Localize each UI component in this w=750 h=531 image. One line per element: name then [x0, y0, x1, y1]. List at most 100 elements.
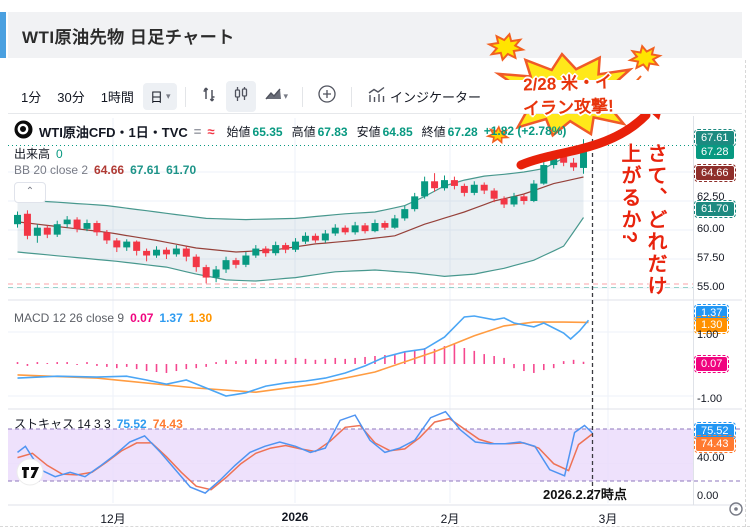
macd-label: MACD 12 26 close 9	[14, 311, 125, 325]
header-accent-bar	[0, 12, 6, 58]
candle-body	[272, 245, 280, 254]
candle-body	[361, 225, 369, 232]
candle-body	[73, 219, 81, 229]
scale-label-57.50: 57.50	[697, 252, 725, 264]
ohlc-values: 始値 65.35 高値 67.83 安値 64.85 終値 67.28	[227, 123, 478, 140]
ohlc-item: 終値 67.28	[421, 124, 478, 139]
candle-body	[182, 248, 190, 257]
candle-body	[262, 248, 270, 254]
candle-body	[480, 184, 488, 191]
chart-type-button[interactable]: ▾	[258, 81, 294, 112]
candle-body	[143, 250, 151, 256]
interval-button-1時間[interactable]: 1時間	[94, 83, 141, 110]
scale-label-1.30: 1.30	[693, 316, 730, 334]
axis-label-2026: 2026	[281, 510, 309, 524]
candle-body	[351, 225, 359, 233]
bollinger-middle	[17, 176, 584, 253]
candle-body	[301, 235, 309, 242]
legend-value: 1.30	[188, 311, 213, 325]
candle-body	[123, 241, 131, 248]
candle-body	[530, 183, 538, 201]
volume-legend[interactable]: 出来高 0	[14, 145, 63, 162]
candle-body	[331, 227, 339, 234]
scale-label-62.50: 62.50	[697, 191, 725, 203]
stoch-legend[interactable]: ストキャス 14 3 3 75.52 74.43	[14, 415, 183, 432]
candle-body	[172, 248, 180, 255]
symbol-name: WTI原油CFD・1日・TVC	[39, 124, 188, 140]
bb-legend[interactable]: BB 20 close 2 64.66 67.61 61.70	[14, 163, 196, 177]
candle-body	[133, 241, 141, 251]
legend-value: 67.61	[130, 163, 161, 177]
candle-body	[550, 156, 558, 166]
interval-button-1分[interactable]: 1分	[14, 83, 48, 110]
candle-body	[540, 165, 548, 184]
scale-label--1.00: -1.00	[697, 393, 723, 405]
burst-puff	[486, 32, 526, 62]
candle-body	[53, 224, 61, 235]
candle-body	[242, 255, 250, 265]
candle-body	[520, 196, 528, 201]
annotation-vertical-text: さて、どれだけ上がるか?	[618, 143, 666, 297]
candle-body	[63, 219, 71, 225]
add-button[interactable]	[311, 80, 343, 113]
candle-body	[311, 235, 319, 241]
plus-circle-icon	[317, 84, 337, 109]
widget-right-border	[745, 60, 746, 527]
candle-body	[470, 184, 478, 193]
scale-label-0.07: 0.07	[693, 355, 730, 373]
volume-label: 出来高	[14, 147, 51, 161]
interval-button-30分[interactable]: 30分	[50, 83, 91, 110]
candle-body	[93, 223, 101, 233]
scale-label-64.66: 64.66	[694, 164, 736, 182]
indicators-button[interactable]: インジケーター	[360, 82, 488, 111]
burst-puff	[485, 125, 511, 145]
candle-body	[321, 233, 329, 241]
candle-body	[411, 196, 419, 210]
symbol-logo	[14, 120, 33, 142]
axis-label-12月: 12月	[100, 512, 126, 526]
minus-icon: =	[193, 123, 202, 139]
collapse-panel-button[interactable]: ⌃	[14, 182, 46, 203]
legend-value: 64.66	[94, 163, 125, 177]
candle-body	[113, 240, 121, 248]
scale-label-55.00: 55.00	[697, 281, 725, 293]
interval-button-日[interactable]: 日 ▾	[142, 83, 178, 110]
up-arrow-annotation	[516, 110, 651, 170]
candle-body	[202, 267, 210, 278]
candle-body	[490, 190, 498, 199]
widget-bottom-border	[0, 526, 750, 527]
candle-body	[341, 227, 349, 233]
bar-style-button[interactable]	[194, 81, 224, 112]
candle-body	[222, 260, 230, 270]
axis-label-2月: 2月	[440, 512, 460, 526]
bars-icon	[200, 85, 218, 108]
scale-label-1.37: 1.37	[693, 304, 730, 322]
stoch-label: ストキャス 14 3 3	[14, 417, 111, 431]
candle-body	[192, 256, 200, 268]
candle-body	[292, 241, 300, 250]
stoch-band	[8, 429, 693, 481]
interval-buttons: 1分 30分 1時間日 ▾	[14, 83, 178, 110]
approx-icon: ≈	[207, 123, 215, 139]
ohlc-item: 安値 64.85	[356, 124, 413, 139]
candlestick-icon	[232, 85, 250, 108]
candle-body	[43, 227, 51, 235]
scale-label-67.28: 67.28	[696, 145, 734, 159]
gear-icon	[729, 502, 743, 516]
candle-body	[510, 196, 518, 205]
candle-body	[252, 248, 260, 256]
chevron-down-icon: ▾	[165, 91, 171, 101]
tradingview-logo-glyph[interactable]	[22, 467, 39, 478]
macd-legend[interactable]: MACD 12 26 close 9 0.07 1.37 1.30	[14, 311, 212, 325]
candle-body	[103, 232, 111, 241]
candle-body	[401, 209, 409, 219]
candle-body	[421, 181, 429, 197]
candle-style-button[interactable]	[226, 81, 257, 112]
annotation-burst-text: 2/28 米・イ イラン攻撃!	[485, 69, 651, 123]
candle-body	[460, 185, 468, 193]
candle-body	[580, 145, 588, 168]
candle-body	[371, 223, 379, 232]
volume-value: 0	[56, 146, 63, 161]
symbol-legend[interactable]: WTI原油CFD・1日・TVC = ≈ 始値 65.35 高値 67.83 安値 64.8…	[14, 120, 566, 142]
